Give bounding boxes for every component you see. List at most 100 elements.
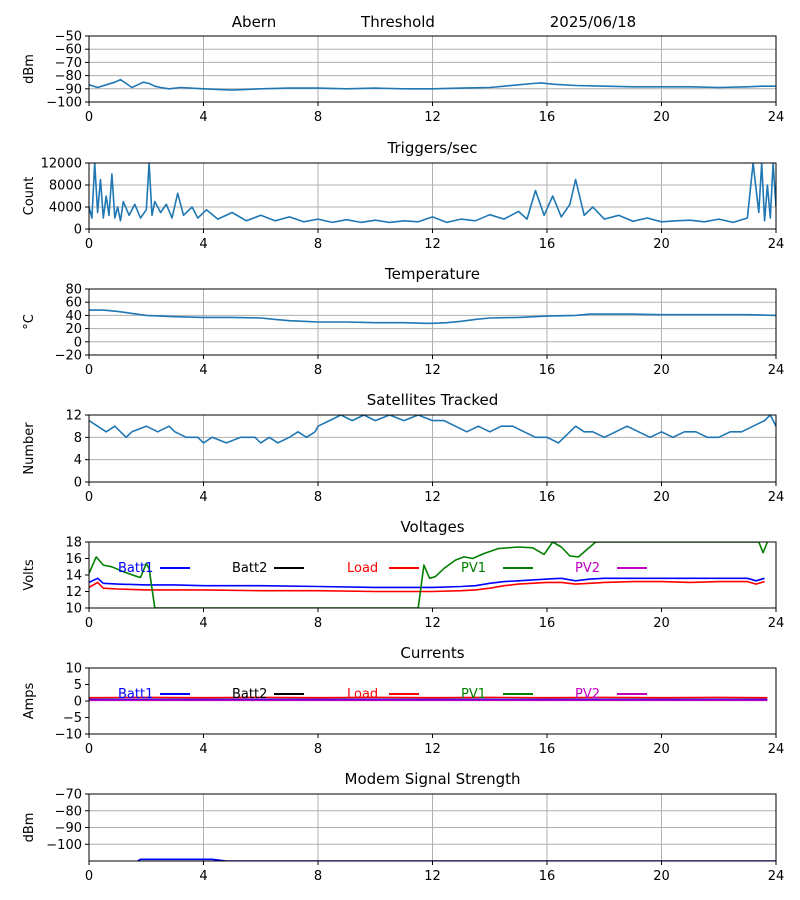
series-line bbox=[89, 78, 776, 91]
legend-label-batt2: Batt2 bbox=[232, 687, 267, 702]
x-tick-label: 4 bbox=[199, 742, 207, 757]
x-tick-label: 24 bbox=[768, 616, 785, 631]
x-tick-label: 16 bbox=[539, 742, 556, 757]
header-station: Abern bbox=[232, 13, 276, 31]
x-tick-label: 0 bbox=[85, 616, 93, 631]
y-tick-label: −80 bbox=[55, 69, 82, 84]
y-tick-label: 8000 bbox=[49, 179, 82, 194]
legend-label-pv1: PV1 bbox=[461, 561, 486, 576]
x-tick-label: 24 bbox=[768, 490, 785, 505]
header-date: 2025/06/18 bbox=[550, 13, 636, 31]
y-tick-label: −80 bbox=[55, 804, 82, 819]
header-mode: Threshold bbox=[360, 13, 435, 31]
y-tick-label: 60 bbox=[65, 296, 82, 311]
y-tick-label: 4000 bbox=[49, 201, 82, 216]
x-tick-label: 12 bbox=[424, 742, 441, 757]
x-tick-label: 8 bbox=[314, 237, 322, 252]
y-tick-label: 0 bbox=[74, 476, 82, 491]
y-tick-label: 18 bbox=[65, 536, 82, 551]
legend-label-pv2: PV2 bbox=[575, 687, 600, 702]
y-tick-label: 16 bbox=[65, 552, 82, 567]
y-tick-label: −10 bbox=[55, 728, 82, 743]
panel-title: Voltages bbox=[400, 518, 464, 536]
x-tick-label: 20 bbox=[653, 742, 670, 757]
legend-label-batt2: Batt2 bbox=[232, 561, 267, 576]
panel-title: Temperature bbox=[384, 265, 480, 283]
y-axis-label: °C bbox=[22, 314, 37, 330]
y-axis-label: dBm bbox=[22, 54, 37, 84]
x-tick-label: 16 bbox=[539, 363, 556, 378]
y-axis-label: Count bbox=[22, 177, 37, 216]
series-line bbox=[89, 309, 776, 325]
x-tick-label: 12 bbox=[424, 110, 441, 125]
x-tick-label: 12 bbox=[424, 869, 441, 884]
y-tick-label: 0 bbox=[74, 223, 82, 238]
x-tick-label: 16 bbox=[539, 237, 556, 252]
y-tick-label: 14 bbox=[65, 569, 82, 584]
y-tick-label: 12 bbox=[65, 585, 82, 600]
y-axis-label: Number bbox=[22, 422, 37, 475]
legend-label-pv1: PV1 bbox=[461, 687, 486, 702]
y-tick-label: 8 bbox=[74, 431, 82, 446]
x-tick-label: 0 bbox=[85, 363, 93, 378]
series-line bbox=[137, 858, 776, 861]
x-tick-label: 24 bbox=[768, 363, 785, 378]
x-tick-label: 16 bbox=[539, 616, 556, 631]
x-tick-label: 8 bbox=[314, 742, 322, 757]
y-tick-label: −60 bbox=[55, 43, 82, 58]
y-tick-label: 0 bbox=[74, 695, 82, 710]
y-tick-label: 12000 bbox=[41, 157, 82, 172]
y-tick-label: 5 bbox=[74, 678, 82, 693]
panel-title: Modem Signal Strength bbox=[345, 770, 521, 788]
y-tick-label: −50 bbox=[55, 30, 82, 45]
y-tick-label: −90 bbox=[55, 82, 82, 97]
x-tick-label: 8 bbox=[314, 616, 322, 631]
y-tick-label: −70 bbox=[55, 56, 82, 71]
x-tick-label: 4 bbox=[199, 363, 207, 378]
x-tick-label: 16 bbox=[539, 490, 556, 505]
panel-threshold: 0 4 8 12 16 20 24 −100−90−80−70−60−50 dBm bbox=[22, 30, 784, 126]
x-tick-label: 4 bbox=[199, 110, 207, 125]
x-tick-label: 0 bbox=[85, 110, 93, 125]
x-tick-label: 24 bbox=[768, 237, 785, 252]
y-axis-label: Volts bbox=[22, 559, 37, 591]
x-tick-label: 24 bbox=[768, 869, 785, 884]
legend-label-batt1: Batt1 bbox=[118, 687, 153, 702]
x-tick-label: 0 bbox=[85, 742, 93, 757]
x-tick-label: 4 bbox=[199, 490, 207, 505]
x-tick-label: 0 bbox=[85, 490, 93, 505]
y-tick-label: −20 bbox=[55, 349, 82, 364]
y-tick-label: 20 bbox=[65, 322, 82, 337]
legend-label-pv2: PV2 bbox=[575, 561, 600, 576]
y-tick-label: −100 bbox=[46, 96, 82, 111]
y-tick-label: −5 bbox=[63, 711, 82, 726]
x-tick-label: 20 bbox=[653, 363, 670, 378]
series-line-batt1 bbox=[89, 577, 765, 589]
x-tick-label: 12 bbox=[424, 490, 441, 505]
y-axis-label: dBm bbox=[22, 813, 37, 843]
x-tick-label: 4 bbox=[199, 616, 207, 631]
y-tick-label: 0 bbox=[74, 335, 82, 350]
series-line-load bbox=[89, 580, 765, 593]
series-line-pv1 bbox=[89, 542, 769, 608]
x-tick-label: 0 bbox=[85, 237, 93, 252]
series-line bbox=[89, 163, 776, 224]
y-tick-label: −70 bbox=[55, 788, 82, 803]
x-tick-label: 8 bbox=[314, 869, 322, 884]
x-tick-label: 8 bbox=[314, 363, 322, 378]
x-tick-label: 12 bbox=[424, 616, 441, 631]
y-tick-label: 80 bbox=[65, 283, 82, 298]
y-tick-label: 4 bbox=[74, 453, 82, 468]
y-tick-label: −90 bbox=[55, 821, 82, 836]
axes-frame bbox=[88, 541, 777, 609]
panel-triggers: 0 4 8 12 16 20 24 0 4000 8000 12000 Count Triggers/s… bbox=[22, 139, 784, 252]
x-tick-label: 20 bbox=[653, 490, 670, 505]
panel-title: Currents bbox=[400, 644, 464, 662]
x-tick-label: 0 bbox=[85, 869, 93, 884]
x-tick-label: 24 bbox=[768, 742, 785, 757]
x-tick-label: 16 bbox=[539, 110, 556, 125]
